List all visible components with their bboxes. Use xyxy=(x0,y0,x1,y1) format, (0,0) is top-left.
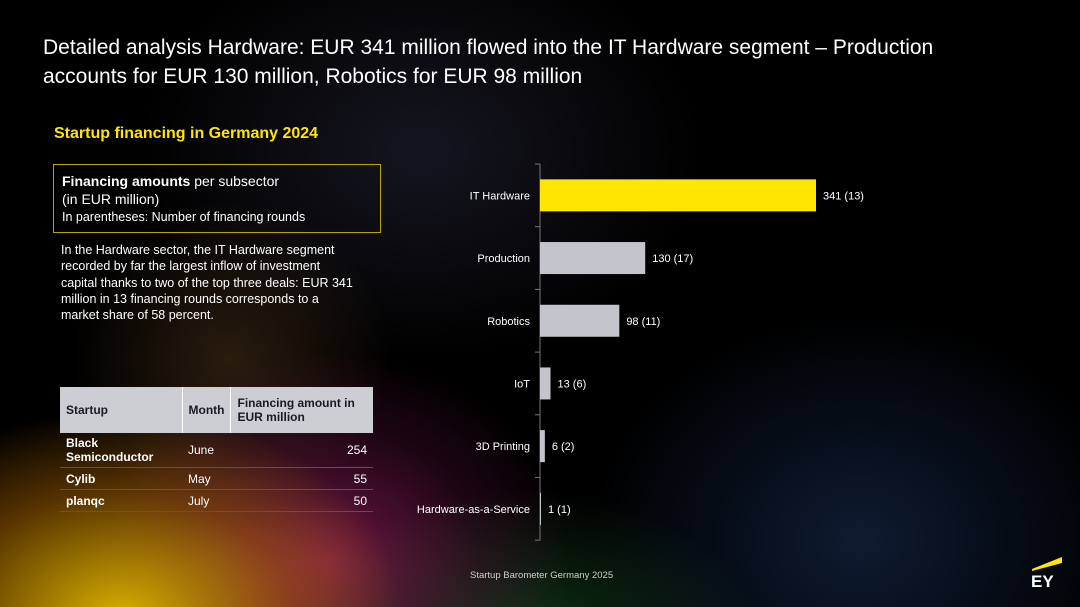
chart-data-label: 13 (6) xyxy=(558,378,587,390)
subsector-bar-chart: IT Hardware 341 (13) Production 130 (17) Rob… xyxy=(417,163,864,541)
chart-bar xyxy=(540,492,541,525)
slide-subtitle: Startup financing in Germany 2024 xyxy=(54,125,319,142)
chart-bar xyxy=(540,367,551,400)
ey-logo-beam xyxy=(1032,557,1062,571)
chart-bar xyxy=(540,179,816,212)
chart-data-label: 1 (1) xyxy=(548,504,571,516)
chart-category-label: IT Hardware xyxy=(470,190,530,202)
chart-data-label: 341 (13) xyxy=(823,190,864,202)
table-header-amount: Financing amount in EUR million xyxy=(230,387,373,433)
table-cell-month: May xyxy=(182,467,231,490)
chart-data-label: 98 (11) xyxy=(626,316,660,328)
table-header-startup: Startup xyxy=(60,387,183,433)
chart-data-label: 130 (17) xyxy=(652,253,693,265)
table-cell-startup: Cylib xyxy=(60,467,182,490)
chart-category-label: 3D Printing xyxy=(476,441,530,453)
chart-data-label: 6 (2) xyxy=(552,441,575,453)
table-row: Black Semiconductor June 254 xyxy=(60,433,373,468)
ey-logo: EY xyxy=(1031,557,1062,589)
info-box: Financing amounts per subsector (in EUR … xyxy=(53,164,381,233)
chart-bar xyxy=(540,430,545,463)
chart-bar xyxy=(540,304,620,337)
slide-title: Detailed analysis Hardware: EUR 341 mill… xyxy=(43,36,934,88)
table-cell-amount: 50 xyxy=(230,489,373,512)
chart-category-label: Robotics xyxy=(487,316,530,328)
table-header-month: Month xyxy=(182,387,232,433)
info-line1: Financing amounts per subsector xyxy=(62,172,372,190)
table-cell-startup: Black Semiconductor xyxy=(60,433,182,468)
table-row: Cylib May 55 xyxy=(60,467,373,490)
table-cell-month: July xyxy=(182,489,231,512)
info-line3: In parentheses: Number of financing roun… xyxy=(62,210,306,224)
chart-bar xyxy=(540,242,646,275)
table-row: planqc July 50 xyxy=(60,489,373,512)
table-header-row: Startup Month Financing amount in EUR mi… xyxy=(60,387,373,433)
info-line1-rest: per subsector xyxy=(190,173,280,189)
chart-category-label: Production xyxy=(477,253,530,265)
footer-source: Startup Barometer Germany 2025 xyxy=(470,570,614,581)
description-text: In the Hardware sector, the IT Hardware … xyxy=(61,243,353,323)
table-cell-amount: 254 xyxy=(230,433,373,468)
table-cell-month: June xyxy=(182,433,231,468)
chart-category-label: Hardware-as-a-Service xyxy=(417,504,530,516)
table-cell-startup: planqc xyxy=(60,489,182,512)
ey-logo-text: EY xyxy=(1031,572,1054,589)
chart-category-label: IoT xyxy=(514,378,530,390)
table-cell-amount: 55 xyxy=(230,467,373,490)
info-line2: (in EUR million) xyxy=(62,191,160,207)
top-deals-table: Startup Month Financing amount in EUR mi… xyxy=(60,387,373,512)
info-line1-bold: Financing amounts xyxy=(62,173,191,189)
